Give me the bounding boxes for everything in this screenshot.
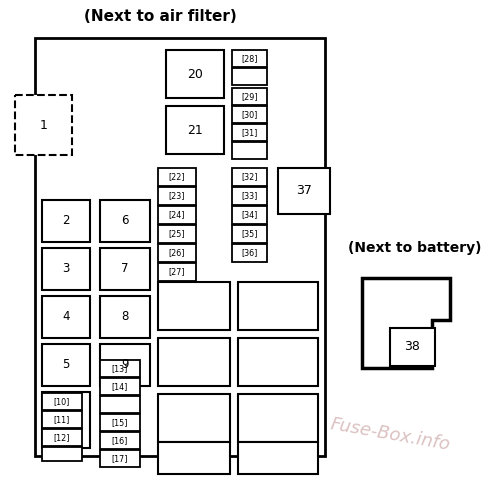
Bar [232,206,267,224]
Text: [25]: [25] [168,229,186,239]
Text: 37: 37 [296,185,312,197]
Text: [16]: [16] [112,436,128,445]
Text: [28]: [28] [241,54,258,63]
Text: 7: 7 [121,262,129,275]
Text: 1: 1 [40,119,48,131]
Text: [27]: [27] [168,268,186,276]
Text: 21: 21 [187,123,203,137]
Bar [100,360,140,377]
Bar [158,394,230,442]
Text: [36]: [36] [242,249,258,258]
Bar [42,248,90,290]
Bar [232,50,267,67]
Bar [158,187,196,205]
Bar [42,392,90,448]
Text: [30]: [30] [242,110,258,119]
Text: Fuse-Box.info: Fuse-Box.info [328,415,452,455]
Text: [17]: [17] [112,454,128,463]
Text: 2: 2 [62,215,70,228]
Text: [13]: [13] [112,364,128,373]
Text: 3: 3 [62,262,70,275]
Text: 20: 20 [187,67,203,80]
Bar [238,338,318,386]
Bar [232,124,267,141]
Text: [24]: [24] [169,210,185,219]
Text: 38: 38 [404,340,420,354]
Bar [158,168,196,186]
Bar [42,200,90,242]
Bar [100,296,150,338]
Bar [42,447,82,461]
Text: [22]: [22] [168,173,186,182]
Text: 5: 5 [62,358,70,371]
Bar [390,328,435,366]
Bar [158,338,230,386]
Text: (Next to battery): (Next to battery) [348,241,482,255]
Bar [100,248,150,290]
Text: 9: 9 [121,358,129,371]
Text: [10]: [10] [54,397,70,406]
Text: [23]: [23] [169,192,185,200]
Bar [232,106,267,123]
Bar [158,442,230,474]
Bar [42,429,82,446]
Bar [232,88,267,105]
Bar [232,142,267,159]
Bar [158,282,230,330]
Bar [100,200,150,242]
Bar [232,68,267,85]
Text: 8: 8 [122,311,128,324]
Bar [232,187,267,205]
Bar [238,442,318,474]
Bar [238,282,318,330]
Bar [166,106,224,154]
Bar [158,225,196,243]
Text: (Next to air filter): (Next to air filter) [84,9,236,23]
Text: [14]: [14] [112,382,128,391]
Bar [232,168,267,186]
Bar [100,344,150,386]
Bar [232,244,267,262]
Bar [158,263,196,281]
Bar [100,450,140,467]
Text: [12]: [12] [54,433,70,442]
Text: [31]: [31] [242,128,258,137]
Text: [29]: [29] [241,92,258,101]
Bar [232,225,267,243]
Text: 4: 4 [62,311,70,324]
Bar [100,414,140,431]
Bar [100,432,140,449]
Bar [100,378,140,395]
Text: 6: 6 [121,215,129,228]
Bar [158,206,196,224]
Bar [166,50,224,98]
Bar [15,95,72,155]
Text: [15]: [15] [112,418,128,427]
Bar [42,296,90,338]
Bar [42,411,82,428]
Bar [35,38,325,456]
Text: [34]: [34] [242,210,258,219]
Bar [42,344,90,386]
Text: [26]: [26] [169,249,185,258]
Text: [33]: [33] [242,192,258,200]
Bar [100,396,140,413]
Text: [32]: [32] [241,173,258,182]
Bar [238,394,318,442]
Text: [11]: [11] [54,415,70,424]
Bar [278,168,330,214]
Bar [158,244,196,262]
Bar [42,393,82,410]
Text: [35]: [35] [241,229,258,239]
